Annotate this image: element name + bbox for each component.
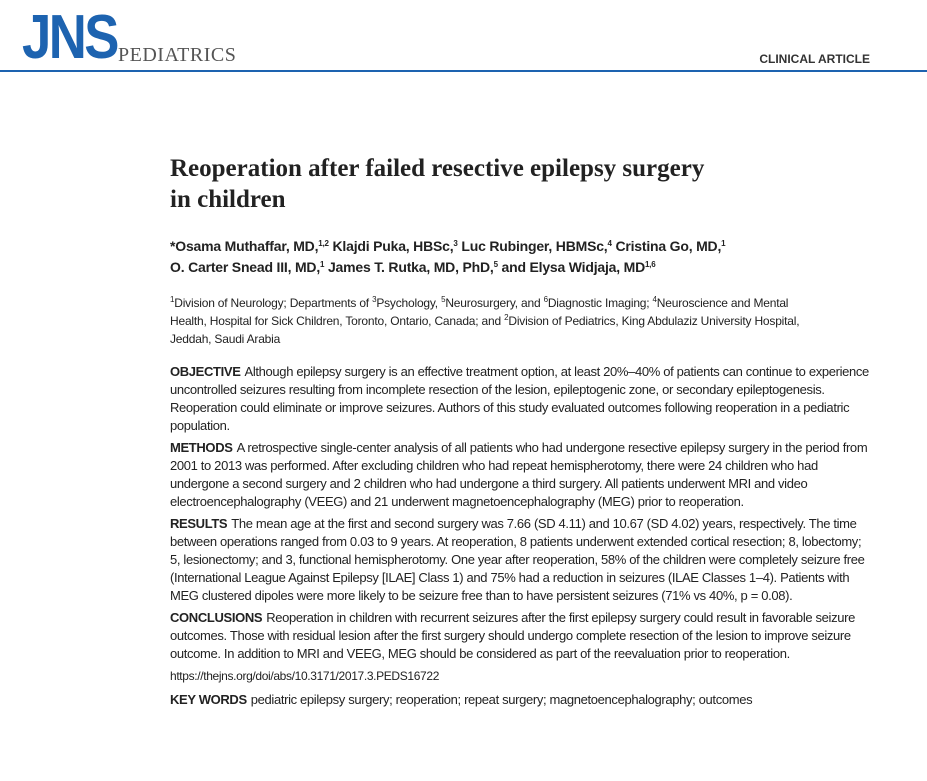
header: JNS PEDIATRICS CLINICAL ARTICLE: [0, 0, 927, 80]
affiliation-text: Division of Pediatrics, King Abdulaziz U…: [170, 314, 800, 346]
affiliation-text: Neuroscience and Mental Health, Hospital…: [170, 296, 789, 328]
author-affiliation-ref: 1: [320, 260, 325, 269]
section-label: CONCLUSIONS: [170, 610, 263, 625]
author-line: *Osama Muthaffar, MD,1,2 Klajdi Puka, HB…: [170, 236, 726, 257]
author-affiliation-ref: 1,6: [645, 260, 656, 269]
affiliations: 1Division of Neurology; Departments of 3…: [170, 294, 800, 348]
affiliation-ref: 6: [543, 295, 548, 304]
author: and Elysa Widjaja, MD1,6: [502, 259, 656, 275]
section-text: A retrospective single-center analysis o…: [170, 440, 868, 509]
section-text: Although epilepsy surgery is an effectiv…: [170, 364, 869, 433]
affiliation-ref: 5: [441, 295, 446, 304]
author-name: James T. Rutka, MD, PhD,: [327, 259, 494, 275]
author: *Osama Muthaffar, MD,1,2: [170, 238, 329, 254]
author-affiliation-ref: 3: [453, 239, 458, 248]
section-text: The mean age at the first and second sur…: [170, 516, 865, 603]
section-label: METHODS: [170, 440, 233, 455]
abstract-section: RESULTS The mean age at the first and sec…: [170, 515, 870, 605]
author: Klajdi Puka, HBSc,3: [333, 238, 458, 254]
author-name: Klajdi Puka, HBSc,: [332, 238, 454, 254]
affiliation-ref: 4: [652, 295, 657, 304]
affiliation-ref: 3: [372, 295, 377, 304]
logo: JNS: [22, 3, 119, 72]
author-name: Cristina Go, MD,: [615, 238, 722, 254]
author-name: *Osama Muthaffar, MD,: [170, 238, 319, 254]
affiliation-text: Psychology,: [376, 296, 442, 310]
author: Cristina Go, MD,1: [615, 238, 725, 254]
author: Luc Rubinger, HBMSc,4: [461, 238, 612, 254]
author-line: O. Carter Snead III, MD,1 James T. Rutka…: [170, 257, 725, 278]
affiliation-text: Division of Neurology; Departments of: [174, 296, 373, 310]
doi: https://thejns.org/doi/abs/10.3171/2017.…: [170, 669, 440, 683]
section-text: Reoperation in children with recurrent s…: [170, 610, 855, 661]
affiliation-text: Neurosurgery, and: [445, 296, 544, 310]
author-affiliation-ref: 4: [607, 239, 612, 248]
author-name: Luc Rubinger, HBMSc,: [461, 238, 608, 254]
abstract-section: CONCLUSIONS Reoperation in children with …: [170, 609, 870, 663]
affiliation-text: Diagnostic Imaging;: [547, 296, 653, 310]
keywords: KEY WORDS pediatric epilepsy surgery; reo…: [170, 691, 870, 709]
affiliation-ref: 2: [504, 313, 509, 322]
section-label: OBJECTIVE: [170, 364, 241, 379]
header-rule: [0, 70, 927, 72]
author-name: O. Carter Snead III, MD,: [170, 259, 321, 275]
author-name: and Elysa Widjaja, MD: [501, 259, 646, 275]
title-line: in children: [170, 186, 286, 213]
title: Reoperation after failed resective epile…: [170, 153, 704, 215]
abstract-section: OBJECTIVE Although epilepsy surgery is an…: [170, 363, 870, 435]
author-affiliation-ref: 1: [721, 239, 726, 248]
keywords-label: KEY WORDS: [170, 692, 247, 707]
keywords-text: pediatric epilepsy surgery; reoperation;…: [250, 692, 753, 707]
author: James T. Rutka, MD, PhD,5: [328, 259, 498, 275]
abstract-section: METHODS A retrospective single-center ana…: [170, 439, 870, 511]
authors: *Osama Muthaffar, MD,1,2 Klajdi Puka, HB…: [170, 236, 726, 278]
journal-name: PEDIATRICS: [118, 44, 237, 66]
author: O. Carter Snead III, MD,1: [170, 259, 324, 275]
affiliation-ref: 1: [170, 295, 175, 304]
abstract: OBJECTIVE Although epilepsy surgery is an…: [170, 363, 870, 713]
title-line: Reoperation after failed resective epile…: [170, 155, 705, 182]
author-affiliation-ref: 5: [493, 260, 498, 269]
author-affiliation-ref: 1,2: [318, 239, 329, 248]
article-type: CLINICAL ARTICLE: [759, 52, 870, 66]
section-label: RESULTS: [170, 516, 228, 531]
